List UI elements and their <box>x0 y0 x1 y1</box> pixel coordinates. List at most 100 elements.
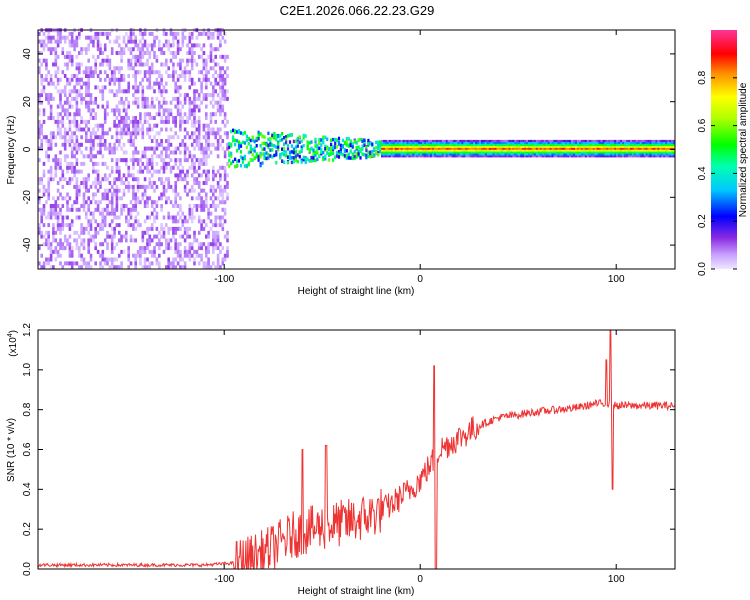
spectrogram-cell <box>228 153 231 157</box>
spectrogram-cell <box>471 151 474 154</box>
spectrogram-cell <box>85 188 88 193</box>
spectrogram-cell <box>543 143 546 146</box>
spectrogram-cell <box>433 145 437 148</box>
spectrogram-cell <box>148 177 152 182</box>
spectrogram-cell <box>641 141 644 145</box>
spectrogram-cell <box>492 149 495 152</box>
spectrogram-cell <box>594 149 597 152</box>
spectrogram-cell <box>414 147 417 150</box>
spectrogram-cell <box>47 31 50 36</box>
spectrogram-cell <box>457 149 460 152</box>
spectrogram-cell <box>631 153 635 156</box>
spectrogram-cell <box>75 139 79 143</box>
spectrogram-cell <box>139 169 142 174</box>
spectrogram-cell <box>451 147 454 150</box>
spectrogram-cell <box>129 211 133 216</box>
spectrogram-cell <box>383 149 386 152</box>
spectrogram-cell <box>205 58 208 63</box>
spectrogram-cell <box>205 177 208 182</box>
spectrogram-cell <box>87 230 90 235</box>
spectrogram-cell <box>49 116 53 120</box>
spectrogram-cell <box>202 265 206 270</box>
spectrogram-cell <box>120 158 123 163</box>
spectrogram-cell <box>155 70 159 75</box>
spectrogram-cell <box>669 153 672 156</box>
spectrogram-cell <box>455 149 458 152</box>
spectrogram-cell <box>54 207 58 212</box>
spectrogram-cell <box>375 145 378 150</box>
spectrogram-cell <box>200 188 203 193</box>
spectrogram-cell <box>575 141 578 145</box>
spectrogram-cell <box>283 142 286 146</box>
spectrogram-cell <box>59 158 62 163</box>
spectrogram-cell <box>207 93 210 98</box>
spectrogram-cell <box>169 112 173 117</box>
spectrogram-cell <box>207 261 210 266</box>
spectrogram-cell <box>457 143 460 146</box>
spectrogram-cell <box>221 85 225 90</box>
spectrogram-cell <box>202 77 206 82</box>
spectrogram-cell <box>594 155 597 158</box>
spectrogram-cell <box>594 151 597 154</box>
spectrogram-cell <box>600 141 603 145</box>
spectrogram-cell <box>367 141 370 146</box>
spectrogram-cell <box>49 165 53 170</box>
spectrogram-cell <box>226 249 229 254</box>
spectrogram-cell <box>132 196 135 201</box>
spectrogram-cell <box>223 177 227 182</box>
spectrogram-cell <box>176 146 180 151</box>
spectrogram-cell <box>167 242 170 247</box>
spectrogram-cell <box>197 165 201 170</box>
spectrogram-cell <box>115 204 119 208</box>
spectrogram-cell <box>267 156 270 160</box>
spectrogram-cell <box>400 147 403 150</box>
spectrogram-cell <box>120 211 123 216</box>
spectrogram-cell <box>424 155 427 158</box>
spectrogram-cell <box>82 154 86 159</box>
spectrogram-cell <box>643 141 646 145</box>
spectrogram-cell <box>510 143 513 146</box>
spectrogram-cell <box>200 242 203 247</box>
spectrogram-cell <box>56 249 60 254</box>
spectrogram-cell <box>575 149 578 152</box>
spectrogram-cell <box>40 89 43 94</box>
spectrogram-cell <box>99 135 102 140</box>
spectrogram-cell <box>101 192 105 197</box>
spectrogram-cell <box>347 156 350 160</box>
spectrogram-cell <box>488 141 491 145</box>
spectrogram-cell <box>365 145 368 150</box>
spectrogram-cell <box>465 139 468 143</box>
spectrogram-cell <box>537 141 540 145</box>
spectrogram-cell <box>524 143 527 146</box>
spectrogram-cell <box>75 93 79 98</box>
spectrogram-cell <box>420 149 423 152</box>
spectrogram-cell <box>504 143 507 146</box>
spectrogram-cell <box>47 154 50 159</box>
spectrogram-cell <box>602 141 605 145</box>
spectrogram-cell <box>115 265 119 270</box>
spectrogram-cell <box>47 169 50 174</box>
spectrogram-cell <box>381 155 384 158</box>
spectrogram-cell <box>73 165 76 170</box>
spectrogram-cell <box>506 145 509 148</box>
spectrogram-cell <box>59 226 62 231</box>
spectrogram-cell <box>165 70 168 75</box>
spectrogram-cell <box>49 204 53 208</box>
spectrogram-cell <box>63 146 67 151</box>
spectrogram-cell <box>134 226 137 231</box>
spectrogram-cell <box>667 145 670 148</box>
spectrogram-cell <box>567 147 570 150</box>
spectrogram-cell <box>80 265 83 270</box>
spectrogram-cell <box>103 257 107 262</box>
spectrogram-cell <box>345 156 348 160</box>
spectrogram-cell <box>449 143 452 146</box>
spectrogram-cell <box>606 149 609 152</box>
spectrogram-cell <box>155 161 159 166</box>
spectrogram-cell <box>655 145 658 148</box>
spectrogram-cell <box>209 127 213 132</box>
spectrogram-cell <box>526 141 529 145</box>
spectrogram-cell <box>614 147 617 150</box>
spectrogram-cell <box>118 139 121 143</box>
spectrogram-cell <box>406 155 409 158</box>
spectrogram-cell <box>150 261 154 266</box>
